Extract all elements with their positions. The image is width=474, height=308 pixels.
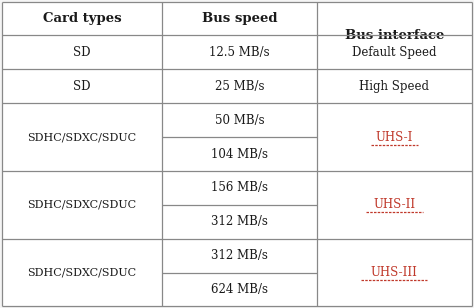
Text: Card types: Card types xyxy=(43,12,121,25)
Text: UHS-I: UHS-I xyxy=(375,131,413,144)
Text: Bus speed: Bus speed xyxy=(201,12,277,25)
Text: SDHC/SDXC/SDUC: SDHC/SDXC/SDUC xyxy=(27,268,137,278)
Text: UHS-III: UHS-III xyxy=(371,266,418,279)
Text: SDHC/SDXC/SDUC: SDHC/SDXC/SDUC xyxy=(27,132,137,142)
Text: 25 MB/s: 25 MB/s xyxy=(215,80,264,93)
Text: Bus interface: Bus interface xyxy=(345,29,444,42)
Text: 624 MB/s: 624 MB/s xyxy=(211,283,268,296)
Text: SDHC/SDXC/SDUC: SDHC/SDXC/SDUC xyxy=(27,200,137,210)
Text: 50 MB/s: 50 MB/s xyxy=(215,114,264,127)
Text: 12.5 MB/s: 12.5 MB/s xyxy=(209,46,270,59)
Text: 156 MB/s: 156 MB/s xyxy=(211,181,268,194)
Text: Default Speed: Default Speed xyxy=(352,46,437,59)
Text: High Speed: High Speed xyxy=(359,80,429,93)
Text: SD: SD xyxy=(73,46,91,59)
Text: SD: SD xyxy=(73,80,91,93)
Text: UHS-II: UHS-II xyxy=(373,198,415,211)
Text: 104 MB/s: 104 MB/s xyxy=(211,148,268,160)
Text: 312 MB/s: 312 MB/s xyxy=(211,215,268,228)
Text: 312 MB/s: 312 MB/s xyxy=(211,249,268,262)
